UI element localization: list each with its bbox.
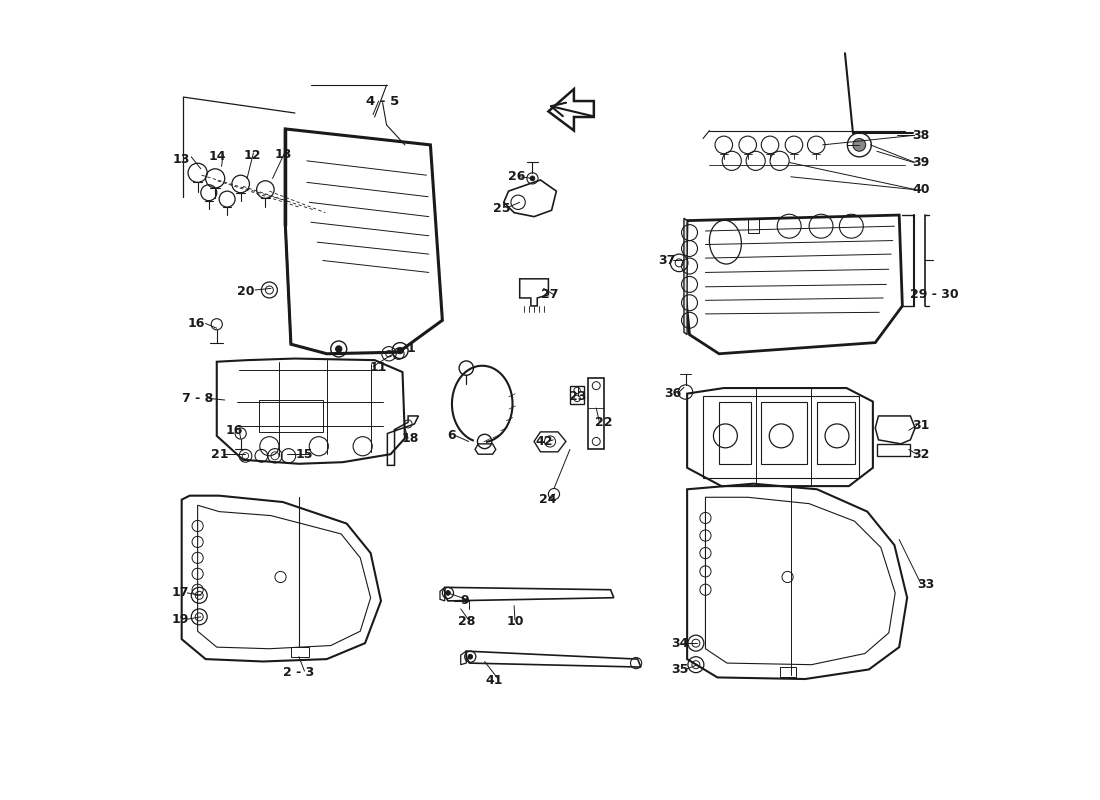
Text: 13: 13 [274,148,292,161]
Text: 42: 42 [536,435,553,448]
Text: 14: 14 [209,150,227,163]
Text: 39: 39 [912,156,930,169]
Text: 1: 1 [407,342,416,354]
Text: 29 - 30: 29 - 30 [910,288,958,302]
Text: 20: 20 [236,285,254,298]
Text: 35: 35 [671,663,689,676]
Text: 40: 40 [912,183,930,196]
Text: 13: 13 [173,153,190,166]
Text: 9: 9 [461,594,469,607]
Text: 10: 10 [506,615,524,628]
Text: 26: 26 [508,170,525,183]
Text: 12: 12 [243,149,261,162]
Circle shape [852,138,866,151]
Text: 37: 37 [659,254,675,267]
Text: 18: 18 [402,432,419,445]
Text: 19: 19 [172,613,189,626]
Circle shape [446,590,450,595]
Circle shape [530,176,535,181]
Text: 31: 31 [912,419,930,432]
Text: 4 - 5: 4 - 5 [366,94,399,107]
Text: 33: 33 [917,578,935,591]
Text: 2 - 3: 2 - 3 [284,666,315,679]
Text: 22: 22 [595,416,613,429]
Text: 21: 21 [211,448,229,461]
Text: 25: 25 [494,202,510,215]
Text: 11: 11 [370,361,387,374]
Text: 16: 16 [226,424,243,437]
Text: 15: 15 [296,448,314,461]
Text: 41: 41 [485,674,503,687]
Text: 7 - 8: 7 - 8 [182,392,213,405]
Text: 24: 24 [539,493,557,506]
Circle shape [336,346,342,352]
Text: 16: 16 [187,317,205,330]
Circle shape [468,654,473,659]
Text: 36: 36 [664,387,681,400]
Text: 17: 17 [172,586,189,599]
Text: 28: 28 [458,615,475,628]
Text: 23: 23 [569,390,586,402]
Text: 38: 38 [912,129,930,142]
Polygon shape [684,218,688,334]
Text: 34: 34 [671,637,689,650]
Text: 32: 32 [912,448,930,461]
Text: 27: 27 [541,288,559,302]
Text: 6: 6 [448,430,456,442]
Circle shape [397,347,404,354]
